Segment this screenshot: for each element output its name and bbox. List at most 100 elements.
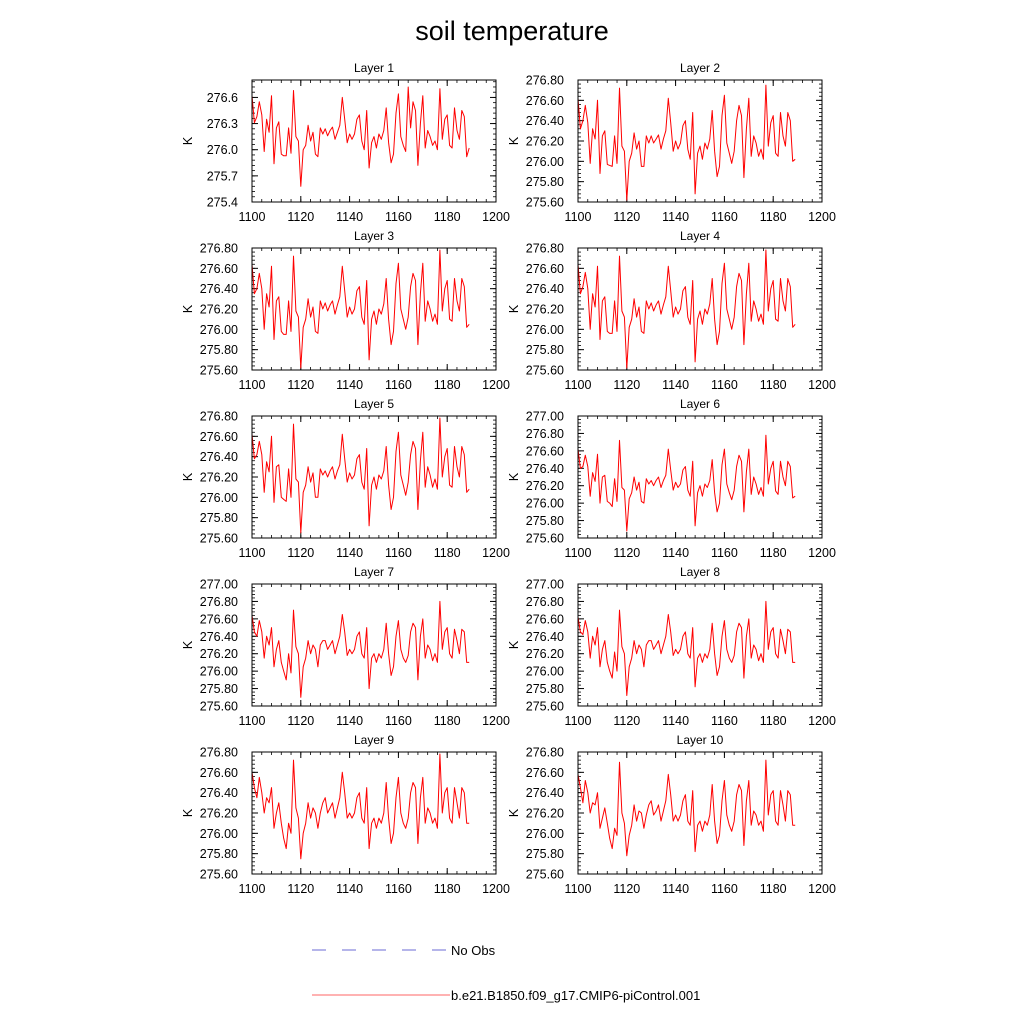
layer-5-x-tick-label: 1140 bbox=[336, 546, 363, 560]
layer-7-x-tick-label: 1180 bbox=[434, 714, 461, 728]
layer-9-title: Layer 9 bbox=[354, 733, 394, 747]
layer-5-x-tick-label: 1180 bbox=[434, 546, 461, 560]
layer-2-x-tick-label: 1120 bbox=[613, 210, 640, 224]
layer-2-x-tick-label: 1200 bbox=[808, 210, 836, 224]
layer-8-x-tick-label: 1180 bbox=[760, 714, 787, 728]
layer-2-x-tick-label: 1140 bbox=[662, 210, 689, 224]
layer-1-x-tick-label: 1100 bbox=[239, 210, 266, 224]
layer-4-x-tick-label: 1160 bbox=[711, 378, 738, 392]
layer-7-y-tick-label: 276.60 bbox=[200, 612, 238, 626]
layer-2-y-tick-label: 276.60 bbox=[526, 94, 564, 108]
layer-5-x-tick-label: 1160 bbox=[385, 546, 412, 560]
layer-1-panel: Layer 1 K 1100 1120 1140 1160 1180 1200 275.4 275… bbox=[181, 61, 510, 224]
layer-6-y-tick-label: 276.80 bbox=[526, 427, 564, 441]
layer-9-y-tick-label: 275.80 bbox=[200, 847, 238, 861]
layer-1-ylabel: K bbox=[181, 136, 195, 145]
layer-2-y-tick-label: 276.20 bbox=[526, 135, 564, 149]
layer-3-x-tick-label: 1140 bbox=[336, 378, 363, 392]
layer-10-y-tick-label: 275.60 bbox=[526, 868, 564, 882]
layer-9-x-tick-label: 1120 bbox=[287, 882, 314, 896]
layer-10-x-tick-label: 1100 bbox=[565, 882, 592, 896]
layer-2-plot-frame bbox=[577, 79, 823, 203]
layer-1-plot-frame bbox=[251, 79, 497, 203]
layer-6-y-tick-label: 276.40 bbox=[526, 462, 564, 476]
layer-3-y-tick-label: 275.60 bbox=[200, 364, 238, 378]
layer-6-x-tick-label: 1200 bbox=[808, 546, 836, 560]
layer-7-x-tick-label: 1160 bbox=[385, 714, 412, 728]
layer-5-y-tick-label: 275.60 bbox=[200, 532, 238, 546]
layer-3-y-tick-label: 275.80 bbox=[200, 343, 238, 357]
legend-label-model: b.e21.B1850.f09_g17.CMIP6-piControl.001 bbox=[451, 988, 700, 1003]
layer-10-x-tick-label: 1180 bbox=[760, 882, 787, 896]
layer-8-y-tick-label: 276.40 bbox=[526, 630, 564, 644]
layer-1-y-tick-label: 275.7 bbox=[207, 169, 238, 183]
layer-5-x-tick-label: 1100 bbox=[239, 546, 266, 560]
layer-10-title: Layer 10 bbox=[677, 733, 724, 747]
layer-8-y-tick-label: 276.00 bbox=[526, 665, 564, 679]
layer-10-x-tick-label: 1160 bbox=[711, 882, 738, 896]
layer-8-y-tick-label: 275.60 bbox=[526, 700, 564, 714]
layer-2-series-line bbox=[577, 84, 796, 201]
layer-6-x-tick-label: 1160 bbox=[711, 546, 738, 560]
panels-group: Layer 1 K 1100 1120 1140 1160 1180 1200 275.4 275… bbox=[181, 61, 836, 896]
layer-4-y-tick-label: 275.60 bbox=[526, 364, 564, 378]
layer-9-ylabel: K bbox=[181, 808, 195, 817]
layer-1-y-tick-label: 276.6 bbox=[207, 91, 238, 105]
layer-3-y-tick-label: 276.60 bbox=[200, 262, 238, 276]
layer-1-x-tick-label: 1160 bbox=[385, 210, 412, 224]
layer-9-series-line bbox=[251, 753, 470, 860]
layer-10-ylabel: K bbox=[507, 808, 521, 817]
layer-4-series-line bbox=[577, 249, 796, 369]
layer-6-x-tick-label: 1100 bbox=[565, 546, 592, 560]
layer-8-y-tick-label: 277.00 bbox=[526, 578, 564, 592]
layer-6-ylabel: K bbox=[507, 472, 521, 481]
layer-7-x-tick-label: 1120 bbox=[287, 714, 314, 728]
layer-3-x-tick-label: 1120 bbox=[287, 378, 314, 392]
layer-7-y-tick-label: 276.00 bbox=[200, 665, 238, 679]
layer-7-y-tick-label: 276.20 bbox=[200, 647, 238, 661]
layer-4-y-tick-label: 276.20 bbox=[526, 303, 564, 317]
layer-7-title: Layer 7 bbox=[354, 565, 394, 579]
layer-3-y-tick-label: 276.40 bbox=[200, 282, 238, 296]
layer-10-plot-frame bbox=[577, 751, 823, 875]
layer-5-y-tick-label: 276.40 bbox=[200, 450, 238, 464]
layer-9-x-tick-label: 1140 bbox=[336, 882, 363, 896]
layer-7-series-line bbox=[251, 600, 470, 698]
layer-8-y-tick-label: 276.80 bbox=[526, 595, 564, 609]
layer-8-y-tick-label: 275.80 bbox=[526, 682, 564, 696]
layer-1-x-tick-label: 1120 bbox=[287, 210, 314, 224]
layer-8-x-tick-label: 1100 bbox=[565, 714, 592, 728]
layer-2-y-tick-label: 275.80 bbox=[526, 175, 564, 189]
layer-6-x-tick-label: 1180 bbox=[760, 546, 787, 560]
layer-10-y-tick-label: 276.20 bbox=[526, 807, 564, 821]
layer-8-x-tick-label: 1160 bbox=[711, 714, 738, 728]
layer-8-title: Layer 8 bbox=[680, 565, 720, 579]
layer-7-y-tick-label: 277.00 bbox=[200, 578, 238, 592]
layer-8-x-tick-label: 1120 bbox=[613, 714, 640, 728]
layer-6-y-tick-label: 276.60 bbox=[526, 444, 564, 458]
layer-3-x-tick-label: 1200 bbox=[482, 378, 510, 392]
layer-5-y-tick-label: 275.80 bbox=[200, 511, 238, 525]
layer-1-title: Layer 1 bbox=[354, 61, 394, 75]
layer-6-title: Layer 6 bbox=[680, 397, 720, 411]
layer-9-x-tick-label: 1180 bbox=[434, 882, 461, 896]
layer-10-series-line bbox=[577, 759, 796, 857]
layer-7-x-tick-label: 1200 bbox=[482, 714, 510, 728]
layer-4-x-tick-label: 1100 bbox=[565, 378, 592, 392]
layer-9-plot-frame bbox=[251, 751, 497, 875]
layer-8-y-tick-label: 276.60 bbox=[526, 612, 564, 626]
layer-3-series-line bbox=[251, 249, 470, 369]
layer-2-y-tick-label: 276.40 bbox=[526, 114, 564, 128]
layer-8-y-tick-label: 276.20 bbox=[526, 647, 564, 661]
layer-3-x-tick-label: 1180 bbox=[434, 378, 461, 392]
layer-6-y-tick-label: 275.60 bbox=[526, 532, 564, 546]
layer-5-y-tick-label: 276.80 bbox=[200, 410, 238, 424]
layer-5-y-tick-label: 276.60 bbox=[200, 430, 238, 444]
layer-1-x-tick-label: 1200 bbox=[482, 210, 510, 224]
layer-5-y-tick-label: 276.20 bbox=[200, 471, 238, 485]
layer-9-panel: Layer 9 K 1100 1120 1140 1160 1180 1200 275.60 27… bbox=[181, 733, 510, 896]
layer-3-title: Layer 3 bbox=[354, 229, 394, 243]
layer-10-y-tick-label: 276.80 bbox=[526, 746, 564, 760]
layer-5-panel: Layer 5 K 1100 1120 1140 1160 1180 1200 275.60 27… bbox=[181, 397, 510, 560]
layer-4-x-tick-label: 1180 bbox=[760, 378, 787, 392]
